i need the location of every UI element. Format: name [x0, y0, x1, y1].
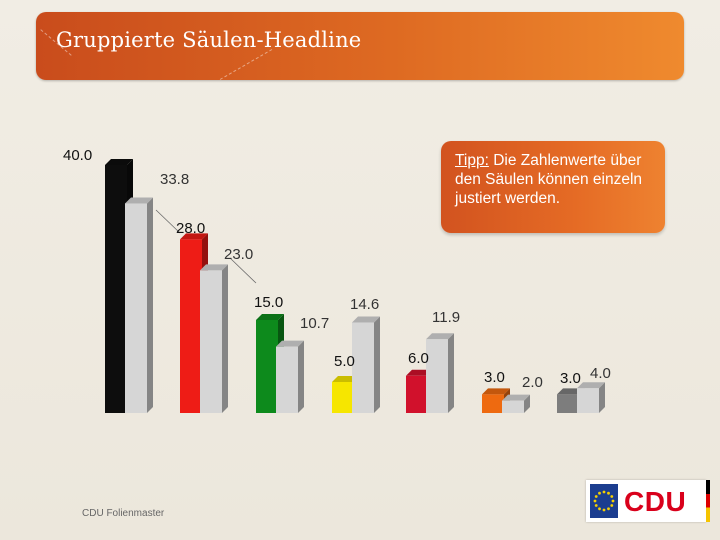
- bar-series2-5-front: [426, 339, 448, 413]
- eu-star: [610, 495, 614, 498]
- data-label-series1-5: 6.0: [408, 350, 429, 367]
- bar-series2-7: [577, 382, 605, 413]
- bar-series2-5: [426, 333, 454, 413]
- bar-series1-2-top: [180, 233, 208, 240]
- eu-stars-graphic: [593, 490, 615, 512]
- eu-star: [610, 504, 614, 507]
- bar-series2-2-front: [200, 270, 222, 413]
- bar-series1-6-top: [482, 388, 510, 395]
- german-flag-stripe: [706, 480, 710, 522]
- data-label-series2-4: 14.6: [350, 296, 379, 313]
- bar-series2-1-front: [125, 203, 147, 413]
- page-title: Gruppierte Säulen-Headline: [56, 28, 362, 52]
- bar-series2-1-side: [147, 197, 153, 413]
- bar-series1-2-front: [180, 239, 202, 413]
- data-label-series1-4: 5.0: [334, 353, 355, 370]
- eu-star: [594, 495, 598, 498]
- leader-line-3: [229, 257, 257, 284]
- tip-box: Tipp: Die Zahlenwerte über den Säulen kö…: [441, 141, 665, 233]
- bar-series2-6-top: [502, 394, 530, 401]
- bar-series2-7-side: [599, 382, 605, 413]
- eu-star: [594, 504, 598, 507]
- data-label-series1-6: 3.0: [484, 369, 505, 386]
- chart-data-labels: 40.0 33.8 28.0 23.0 15.0 10.7 5.0 14.6 6.0 11.9 3.…: [63, 147, 611, 391]
- cdu-logo: CDU: [586, 480, 710, 522]
- bar-series1-3-top: [256, 314, 284, 320]
- bar-series2-3-side: [298, 340, 304, 413]
- bar-series2-2-side: [222, 264, 228, 413]
- eu-star: [602, 490, 606, 494]
- data-label-series2-1: 33.8: [160, 171, 189, 188]
- bar-series1-1-top: [105, 159, 133, 165]
- footer-text: CDU Folienmaster: [82, 508, 165, 519]
- eu-stars-icon: [590, 484, 618, 518]
- bar-series2-7-top: [577, 382, 605, 389]
- cdu-logo-text: CDU: [624, 486, 687, 517]
- bar-series1-7-front: [557, 394, 579, 413]
- eu-star: [593, 499, 597, 503]
- data-label-series2-3: 10.7: [300, 315, 329, 332]
- bar-series2-5-side: [448, 333, 454, 413]
- leader-line-2: [155, 209, 181, 234]
- data-label-series1-1: 40.0: [63, 147, 92, 164]
- bar-series2-6-front: [502, 400, 524, 413]
- bar-series2-3-front: [276, 346, 298, 413]
- tip-label: Tipp:: [455, 152, 489, 169]
- bar-series2-7-front: [577, 388, 599, 413]
- data-label-series1-7: 3.0: [560, 370, 581, 387]
- bar-series2-1: [125, 197, 153, 413]
- tip-body: Die Zahlenwerte über den Säulen können e…: [455, 152, 643, 207]
- eu-star: [598, 491, 601, 495]
- data-label-series2-7: 4.0: [590, 365, 611, 382]
- data-label-series1-2: 28.0: [176, 220, 205, 237]
- bar-series2-4-front: [352, 322, 374, 413]
- tip-text: Tipp: Die Zahlenwerte über den Säulen kö…: [455, 151, 661, 208]
- bar-series1-5-front: [406, 375, 428, 413]
- bar-series2-5-top: [426, 333, 454, 340]
- bar-series1-4-front: [332, 382, 354, 413]
- bar-series2-6: [502, 394, 530, 413]
- bar-series2-4-top: [352, 316, 380, 323]
- data-label-series2-2: 23.0: [224, 246, 253, 263]
- bar-series2-3-top: [276, 340, 304, 347]
- eu-star: [611, 499, 615, 503]
- bar-series1-1-front: [105, 165, 127, 413]
- data-label-series2-5: 11.9: [432, 309, 460, 326]
- bar-series2-4-side: [374, 316, 380, 413]
- bar-series2-3: [276, 340, 304, 413]
- eu-star: [607, 507, 610, 511]
- eu-star: [598, 507, 601, 511]
- data-label-series2-6: 2.0: [522, 374, 543, 391]
- bar-series2-1-top: [125, 197, 153, 204]
- eu-star: [602, 508, 606, 512]
- bar-series2-2-top: [200, 264, 228, 271]
- eu-star: [607, 491, 610, 495]
- bar-series2-2: [200, 264, 228, 413]
- data-label-series1-3: 15.0: [254, 294, 283, 311]
- bar-series2-6-side: [524, 394, 530, 413]
- chart-bars: [105, 159, 605, 413]
- bar-series2-4: [352, 316, 380, 413]
- header-banner: Gruppierte Säulen-Headline: [36, 12, 684, 80]
- bar-series1-3-front: [256, 320, 278, 413]
- bar-series1-6-front: [482, 394, 504, 413]
